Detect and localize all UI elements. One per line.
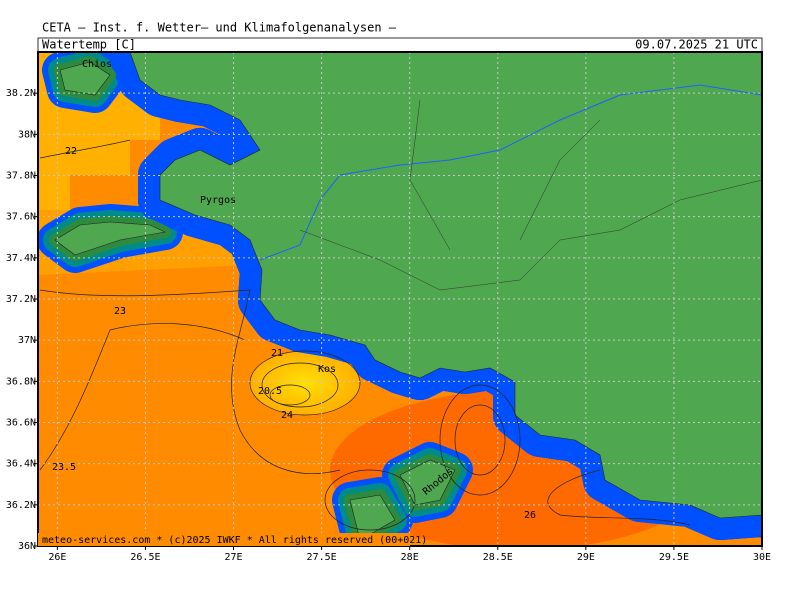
map-area [38, 52, 762, 546]
lon-label: 26E [48, 552, 66, 563]
contour-label: 23.5 [52, 462, 76, 473]
lon-label: 29E [577, 552, 595, 563]
place-label: Kos [318, 364, 336, 375]
footer-bg [38, 533, 410, 546]
datetime-label: 09.07.2025 21 UTC [635, 38, 758, 52]
lat-label: 37N [18, 335, 36, 346]
footer: meteo-services.com * (c)2025 IWKF * All … [42, 535, 427, 546]
lat-label: 38N [18, 129, 36, 140]
land [129, 52, 762, 519]
place-label: Pyrgos [200, 195, 236, 206]
lon-label: 28E [401, 552, 419, 563]
contour-label: 22 [65, 146, 77, 157]
lat-label: 36.2N [6, 500, 36, 511]
lat-label: 37.6N [6, 212, 36, 223]
contours [39, 139, 691, 531]
lat-label: 36.6N [6, 418, 36, 429]
lon-label: 27E [225, 552, 243, 563]
lat-label: 38.2N [6, 88, 36, 99]
contour-label: 20.5 [258, 386, 282, 397]
lat-label: 37.4N [6, 253, 36, 264]
lat-label: 37.2N [6, 294, 36, 305]
lon-label: 27.5E [307, 552, 337, 563]
lat-label: 37.8N [6, 171, 36, 182]
tick-labels: 26E 26.5E 27E 27.5E 28E 28.5E 29E 29.5E 30E 36N 36… [6, 88, 771, 563]
lon-label: 26.5E [130, 552, 160, 563]
place-label: Chios [82, 59, 112, 70]
lon-label: 30E [753, 552, 771, 563]
lat-label: 36.8N [6, 376, 36, 387]
contour-label: 24 [281, 410, 293, 421]
grid [38, 52, 762, 546]
lat-label: 36.4N [6, 459, 36, 470]
islands [54, 61, 456, 541]
lake [214, 130, 242, 154]
variable-label: Watertemp [C] [42, 38, 136, 52]
lon-label: 29.5E [659, 552, 689, 563]
contour-label: 23 [114, 306, 126, 317]
lat-label: 36N [18, 541, 36, 552]
lon-label: 28.5E [483, 552, 513, 563]
river [259, 84, 762, 261]
contour-label: 26 [524, 510, 536, 521]
header-title: CETA — Inst. f. Wetter— und Klimafolgena… [42, 21, 397, 35]
borders [299, 99, 762, 291]
contour-label: 21 [271, 348, 283, 359]
